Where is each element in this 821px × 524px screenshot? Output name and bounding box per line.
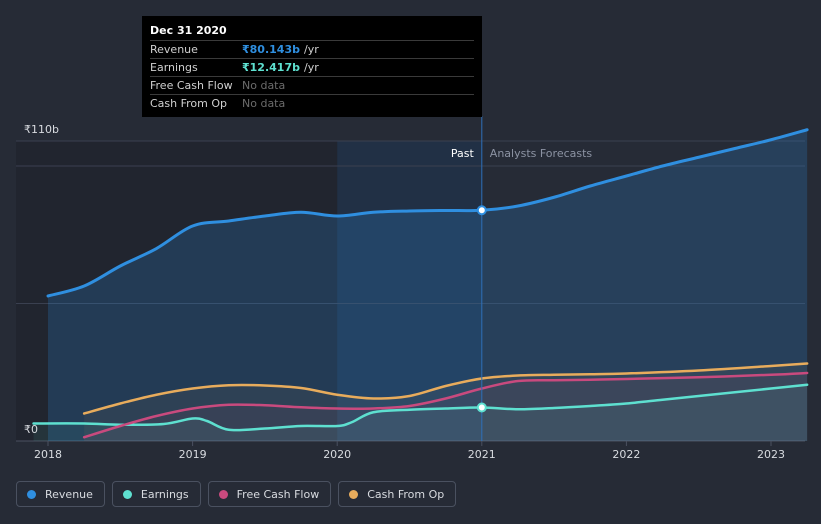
revenue-marker (476, 205, 487, 216)
tooltip-date: Dec 31 2020 (150, 24, 227, 37)
x-tick-label: 2022 (612, 448, 640, 461)
tooltip-row-revenue: Revenue ₹80.143b /yr (150, 40, 474, 58)
legend-item-revenue[interactable]: Revenue (16, 481, 105, 507)
series-area-cash-from-op (84, 363, 808, 441)
y-axis-zero-label: ₹0 (24, 423, 38, 436)
series-line-free-cash-flow (82, 371, 809, 439)
tooltip-value: No data (242, 79, 286, 92)
legend-label: Free Cash Flow (236, 487, 320, 501)
legend-dot-icon (349, 489, 359, 499)
tooltip-unit: /yr (303, 43, 319, 56)
y-axis-top-label: ₹110b (24, 123, 59, 136)
series-area-free-cash-flow (84, 373, 808, 441)
tooltip-row-cash-from-op: Cash From Op No data (150, 94, 474, 112)
x-tick-label: 2020 (323, 448, 351, 461)
series-area-revenue (48, 129, 808, 441)
legend-item-earnings[interactable]: Earnings (111, 481, 201, 507)
tooltip-value: ₹80.143b (242, 43, 300, 56)
legend-item-cash-from-op[interactable]: Cash From Op (338, 481, 457, 507)
legend-dot-icon (122, 489, 132, 499)
tooltip-label: Free Cash Flow (150, 79, 233, 92)
tooltip-value: No data (242, 97, 286, 110)
past-highlight (337, 141, 482, 441)
past-label: Past (451, 147, 475, 160)
legend-label: Cash From Op (367, 487, 445, 501)
series-line-cash-from-op (82, 362, 809, 415)
tooltip-label: Cash From Op (150, 97, 228, 110)
tooltip-label: Earnings (150, 61, 198, 74)
tooltip-row-free-cash-flow: Free Cash Flow No data (150, 76, 474, 94)
x-tick-label: 2021 (468, 448, 496, 461)
legend-item-free-cash-flow[interactable]: Free Cash Flow (207, 481, 332, 507)
legend-dot-icon (218, 489, 228, 499)
earnings-marker (476, 402, 487, 413)
legend-label: Earnings (140, 487, 189, 501)
tooltip-unit: /yr (303, 61, 319, 74)
x-tick-label: 2019 (179, 448, 207, 461)
legend-label: Revenue (45, 487, 93, 501)
x-tick-label: 2023 (757, 448, 785, 461)
series-line-earnings (32, 383, 809, 432)
tooltip-row-earnings: Earnings ₹12.417b /yr (150, 58, 474, 76)
legend-dot-icon (27, 489, 36, 499)
chart-canvas: Past Analysts Forecasts ₹110b ₹0 2018 2019 202… (16, 116, 809, 461)
tooltip: Dec 31 2020 Revenue ₹80.143b /yr Earning… (142, 16, 482, 117)
forecast-label: Analysts Forecasts (490, 147, 593, 160)
tooltip-value: ₹12.417b (242, 61, 300, 74)
legend: Revenue Earnings Free Cash Flow Cash Fro… (16, 481, 457, 507)
series-area-earnings (33, 384, 808, 441)
tooltip-label: Revenue (150, 43, 198, 56)
x-tick-label: 2018 (34, 448, 62, 461)
series-line-revenue (46, 128, 809, 298)
